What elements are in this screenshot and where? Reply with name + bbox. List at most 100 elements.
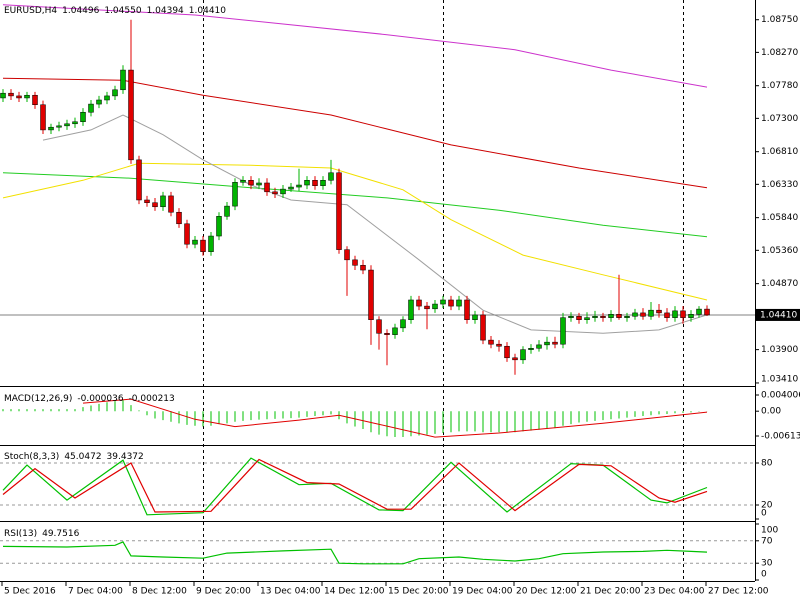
candle-body [544,341,550,346]
candle-body [104,95,110,101]
candle-body [416,299,422,307]
candle-body [312,180,318,186]
candle-body [80,111,86,123]
candle-body [680,310,686,318]
candle-body [560,317,566,345]
header-part: 1.04394 [147,6,184,16]
candle-body [0,92,6,99]
header-part: -0.000036 [77,394,123,404]
y-tick-label: 0 [761,509,767,519]
candle-body [200,239,206,252]
x-tick-label: 7 Dec 04:00 [68,587,123,597]
candle-body [232,182,238,207]
header-part: 45.0472 [64,452,101,462]
indicator-line [2,458,708,513]
moving-average [2,4,708,88]
y-tick-label: 1.04870 [761,279,798,289]
candle-body [272,191,278,195]
y-tick-label: 0.00 [761,407,781,417]
y-tick-label: 1.08270 [761,48,798,58]
candle-body [48,126,54,131]
y-tick-label: 20 [761,501,773,511]
x-tick-label: 14 Dec 12:00 [324,587,385,597]
candle-body [168,195,174,213]
candle-body [40,104,46,131]
y-tick-label: 1.03410 [761,375,798,385]
candle-body [504,345,510,359]
x-tick-label: 20 Dec 12:00 [516,587,577,597]
candle-body [656,309,662,314]
candle-body [352,259,358,266]
x-tick-label: 27 Dec 12:00 [708,587,769,597]
x-tick-label: 21 Dec 20:00 [580,587,641,597]
candle-body [96,99,102,105]
y-tick-label: 70 [761,536,773,546]
candle-body [72,121,78,125]
y-tick-label: 1.03900 [761,345,798,355]
candle-body [552,341,558,345]
candle-body [408,299,414,320]
y-tick-label: 80 [761,459,773,469]
candle-body [704,308,710,316]
candle-body [368,269,374,320]
y-tick-label: 1.06330 [761,180,798,190]
candle-body [224,205,230,217]
candle-body [280,188,286,195]
candle-body [648,309,654,317]
candle-body [608,314,614,318]
candle-body [432,303,438,310]
candle-body [144,199,150,203]
y-tick-label: 30 [761,559,773,569]
candle-body [8,92,14,97]
x-tick-label: 15 Dec 20:00 [388,587,449,597]
candle-body [496,343,502,347]
candle-body [616,314,622,318]
header-part: -0.000213 [129,394,175,404]
candle-body [592,316,598,318]
x-tick-label: 23 Dec 04:00 [644,587,705,597]
candle-body [288,186,294,190]
candle-body [256,182,262,186]
panel-header: Stoch(8,3,3) 45.0472 39.4372 [4,452,144,462]
y-tick-label: 1.07300 [761,114,798,124]
y-tick-label: -0.006138 [761,432,800,442]
candle-body [16,95,22,99]
candle-body [568,316,574,318]
candle-body [120,69,126,91]
candle-body [264,182,270,193]
header-part: 1.04410 [189,6,226,16]
candle-body [384,333,390,335]
candle-body [488,339,494,345]
candle-body [512,357,518,361]
x-tick-label: 9 Dec 20:00 [196,587,251,597]
panel-header: EURUSD,H4 1.04496 1.04550 1.04394 1.04410 [4,6,226,16]
moving-average [2,172,708,238]
y-tick-label: 1.06810 [761,147,798,157]
candle-body [56,125,62,128]
candle-body [600,316,606,318]
y-tick-label: 1.05840 [761,213,798,223]
candle-body [320,180,326,186]
candle-body [32,94,38,106]
candle-body [400,319,406,329]
y-tick-label: 100 [761,526,778,536]
candle-body [448,299,454,307]
candle-body [520,349,526,361]
candle-body [392,327,398,335]
header-part: Stoch(8,3,3) [4,452,59,462]
header-part: EURUSD,H4 [4,6,57,16]
candle-body [136,159,142,201]
x-tick-label: 13 Dec 04:00 [260,587,321,597]
candle-body [184,223,190,245]
candle-body [456,299,462,307]
y-tick-label: 1.07780 [761,81,798,91]
candle-body [248,180,254,186]
y-tick-label: 0.004006 [761,391,800,401]
candle-body [696,308,702,315]
candle-body [64,123,70,127]
candle-body [624,316,630,318]
y-tick-label: 1.08750 [761,15,798,25]
candle-body [328,172,334,181]
candle-body [176,211,182,225]
